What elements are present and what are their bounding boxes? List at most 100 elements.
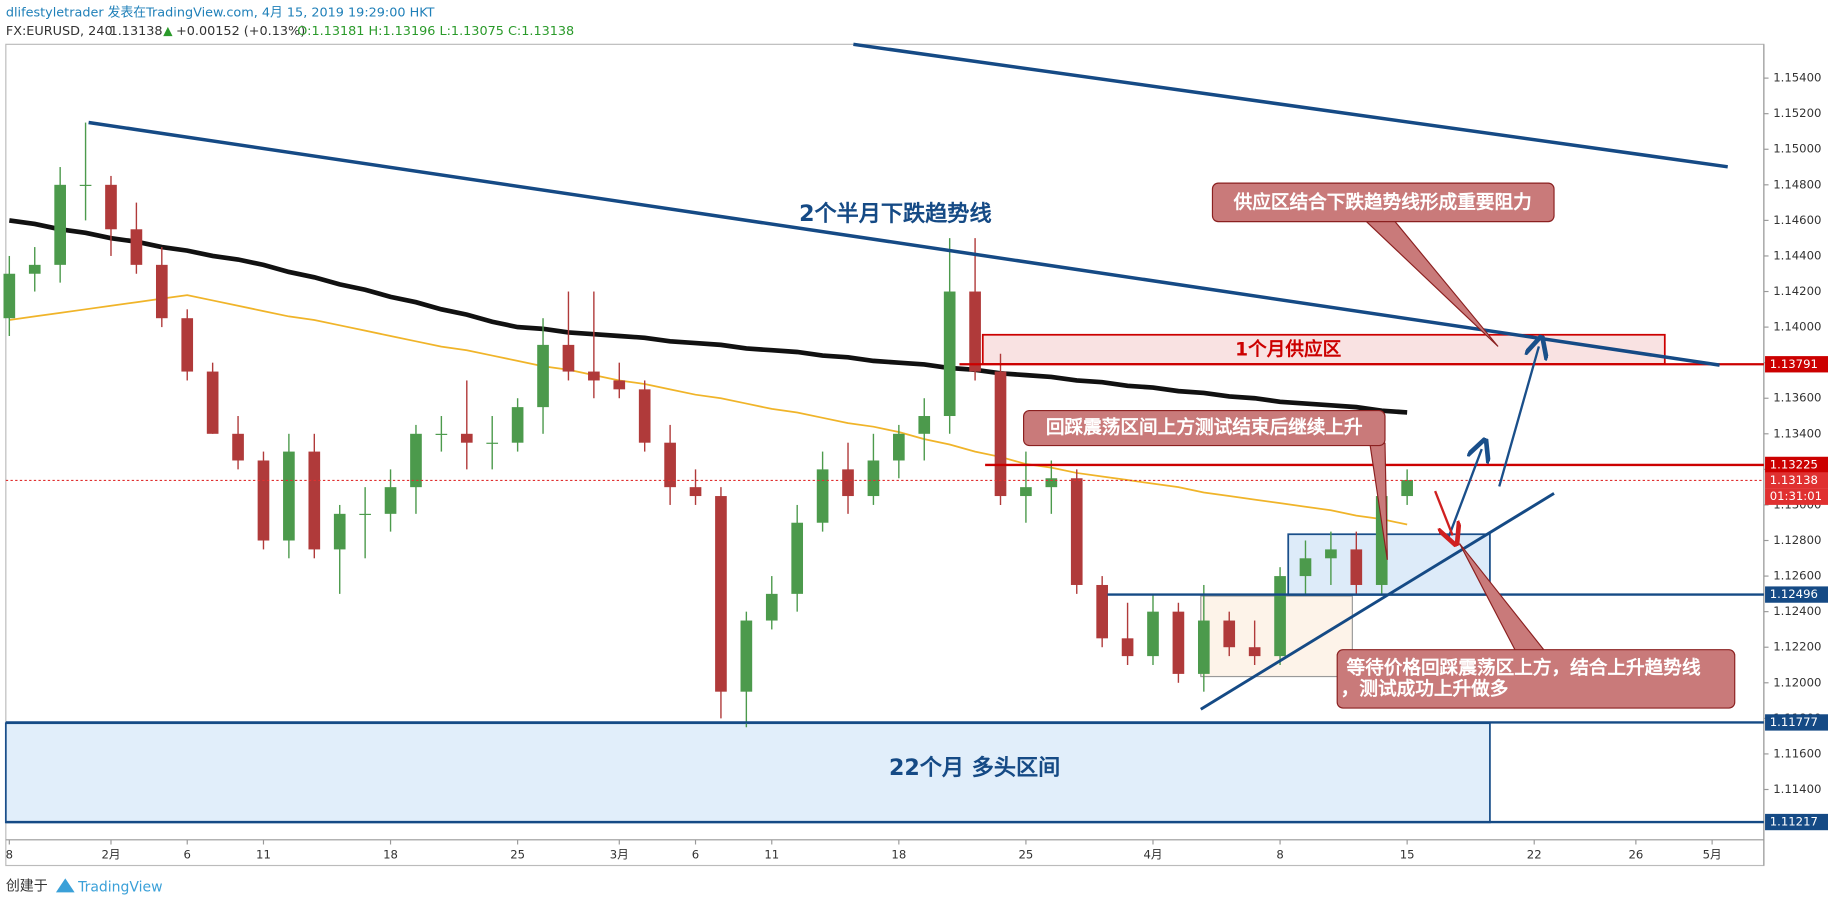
candle-body xyxy=(969,291,981,372)
y-tick-label: 1.12600 xyxy=(1773,569,1821,583)
candle-body xyxy=(28,264,41,274)
x-tick-label: 5月 xyxy=(1703,848,1722,862)
moving-average xyxy=(9,294,1408,526)
price-label-box xyxy=(1765,472,1828,489)
header-line: dlifestyletrader 发表在TradingView.com, 4月 … xyxy=(6,4,435,20)
range-box xyxy=(1287,533,1491,596)
callout xyxy=(1211,182,1555,223)
y-tick-label: 1.15400 xyxy=(1773,71,1821,85)
candle-body xyxy=(638,389,651,443)
candle-body xyxy=(1197,620,1210,674)
annotation: 22个月 多头区间 xyxy=(889,755,1060,781)
uptrend-line xyxy=(1200,492,1555,711)
y-tick-label: 1.15000 xyxy=(1773,142,1821,156)
x-tick-label: 11 xyxy=(256,848,271,862)
up-icon xyxy=(163,26,173,37)
bull-range-box xyxy=(4,722,1491,824)
candle-body xyxy=(79,184,92,186)
candle-body xyxy=(1223,620,1236,648)
y-tick-label: 1.13600 xyxy=(1773,391,1821,405)
candle-body xyxy=(740,620,753,692)
candle-body xyxy=(1147,611,1159,657)
candle-body xyxy=(918,416,931,434)
candle-body xyxy=(511,407,524,443)
price-label-box xyxy=(1765,813,1828,831)
x-tick-label: 18 xyxy=(383,848,398,862)
change: +0.00152 (+0.13%) xyxy=(176,24,305,39)
drawings: 2个半月下跌趋势线 1个月供应区 供应区结合下跌趋势线形成重要阻力 回踩震荡区间… xyxy=(88,42,1736,781)
y-tick-label: 1.14000 xyxy=(1773,320,1821,334)
x-tick-label: 8 xyxy=(1276,848,1283,862)
x-tick-label: 15 xyxy=(1400,848,1415,862)
annotation: 2个半月下跌趋势线 xyxy=(799,201,991,227)
symbol: FX:EURUSD, 240 xyxy=(6,24,113,39)
y-tick-label: 1.14800 xyxy=(1773,177,1821,191)
candle-body xyxy=(994,371,1007,497)
y-tick-label: 1.12200 xyxy=(1773,640,1821,654)
y-tick-label: 1.14200 xyxy=(1773,284,1821,298)
arrow xyxy=(1498,346,1539,487)
x-tick-label: 8 xyxy=(6,848,13,862)
x-tick-label: 6 xyxy=(184,848,191,862)
candle-body xyxy=(181,318,194,372)
x-tick-label: 18 xyxy=(891,848,906,862)
candle-body xyxy=(765,593,778,621)
countdown-box xyxy=(1765,488,1828,505)
candle-body xyxy=(1325,549,1337,559)
candle-body xyxy=(410,433,422,488)
y-tick-label: 1.11400 xyxy=(1773,782,1821,796)
candle-body xyxy=(435,433,448,435)
candle-body xyxy=(664,442,676,488)
candle-body xyxy=(333,513,346,550)
y-tick-label: 1.12800 xyxy=(1773,533,1821,547)
annotation: 1个月供应区 xyxy=(1235,338,1342,360)
candle-body xyxy=(3,273,16,319)
candle-body xyxy=(486,442,499,444)
candle-body xyxy=(1172,611,1185,674)
candle-body xyxy=(1350,549,1363,585)
candle-body xyxy=(1375,496,1388,585)
x-tick-label: 3月 xyxy=(610,848,629,862)
y-tick-label: 1.12000 xyxy=(1773,675,1821,689)
candle-body xyxy=(537,344,549,408)
y-tick-label: 1.12400 xyxy=(1773,604,1821,618)
annotation: 回踩震荡区间上方测试结束后继续上升 xyxy=(1046,417,1363,439)
candle-body xyxy=(460,433,473,443)
candle-body xyxy=(54,184,66,265)
annotation: ，测试成功上升做多 xyxy=(1341,678,1509,700)
price-label-box xyxy=(1765,456,1828,474)
downtrend-line xyxy=(88,120,1720,367)
candle-body xyxy=(308,451,321,550)
candle-body xyxy=(816,469,829,523)
price-label: 1.13225 xyxy=(1770,457,1818,471)
annotation: 供应区结合下跌趋势线形成重要阻力 xyxy=(1233,191,1532,213)
price-label: 1.12496 xyxy=(1770,587,1818,601)
y-tick-label: 1.15200 xyxy=(1773,106,1821,120)
callout xyxy=(1023,410,1386,447)
candle-body xyxy=(842,469,854,497)
ohlc: O:1.13181 H:1.13196 L:1.13075 C:1.13138 xyxy=(297,24,574,39)
candle-body xyxy=(613,380,626,390)
candle-body xyxy=(257,460,270,541)
x-tick-label: 11 xyxy=(764,848,779,862)
price-label: 1.13791 xyxy=(1770,357,1818,371)
candle-body xyxy=(359,513,371,516)
candle-body xyxy=(867,460,880,497)
candle-body xyxy=(1020,487,1032,497)
candle-body xyxy=(232,433,244,461)
x-tick-label: 25 xyxy=(1018,848,1033,862)
footer-brand: TradingView xyxy=(77,880,162,896)
candle-body xyxy=(1274,576,1286,657)
y-tick-label: 1.13400 xyxy=(1773,426,1821,440)
candle-body xyxy=(588,371,600,381)
candle-body xyxy=(893,433,905,461)
arrow xyxy=(1434,490,1452,535)
x-tick-label: 22 xyxy=(1527,848,1542,862)
candle-body xyxy=(1401,480,1413,497)
x-tick-label: 25 xyxy=(510,848,525,862)
annotation: 等待价格回踩震荡区上方，结合上升趋势线 xyxy=(1347,657,1701,679)
x-tick-label: 4月 xyxy=(1143,848,1162,862)
candle-body xyxy=(1299,558,1312,577)
moving-average xyxy=(9,218,1408,415)
